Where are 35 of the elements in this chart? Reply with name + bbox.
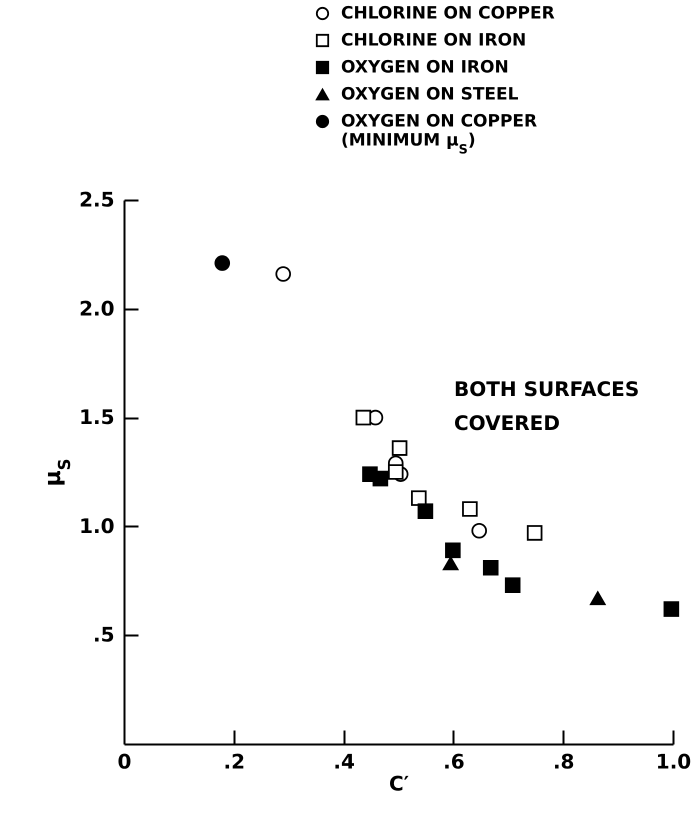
point — [504, 577, 520, 593]
annotation: BOTH SURFACES COVERED — [454, 377, 640, 435]
x-tick-label: 0 — [118, 750, 132, 774]
point — [526, 525, 542, 541]
legend-label: OXYGEN ON STEEL — [341, 84, 519, 104]
legend-label: CHLORINE ON COPPER — [341, 4, 555, 24]
y-tick-label: 1.5 — [79, 405, 114, 430]
legend-label: OXYGEN ON COPPER (MINIMUM μ$_{S}$) — [341, 112, 538, 157]
point — [442, 556, 458, 570]
legend-label: CHLORINE ON IRON — [341, 30, 526, 50]
x-tick-label: 1.0 — [656, 750, 692, 774]
x-tick-label: .4 — [333, 750, 355, 774]
point — [445, 542, 461, 558]
x-tick-label: .2 — [224, 750, 246, 774]
point — [372, 470, 388, 486]
x-axis-title: C′ — [389, 772, 409, 796]
point — [392, 440, 408, 456]
y-tick-label: 1.0 — [79, 514, 114, 538]
point — [388, 464, 404, 480]
point — [411, 490, 427, 506]
x-tick-label: .6 — [443, 750, 465, 774]
point — [471, 522, 487, 539]
point — [275, 266, 291, 282]
y-tick-label: 2.5 — [79, 188, 114, 212]
point — [482, 560, 499, 576]
point — [590, 591, 606, 606]
point — [462, 501, 478, 517]
point — [214, 255, 230, 271]
point — [418, 503, 434, 519]
legend-label: OXYGEN ON IRON — [341, 58, 509, 78]
x-tick-label: .8 — [552, 750, 574, 774]
point — [356, 410, 372, 426]
y-tick-label: .5 — [92, 622, 114, 647]
y-tick-label: 2.0 — [79, 296, 114, 320]
point — [664, 601, 680, 617]
